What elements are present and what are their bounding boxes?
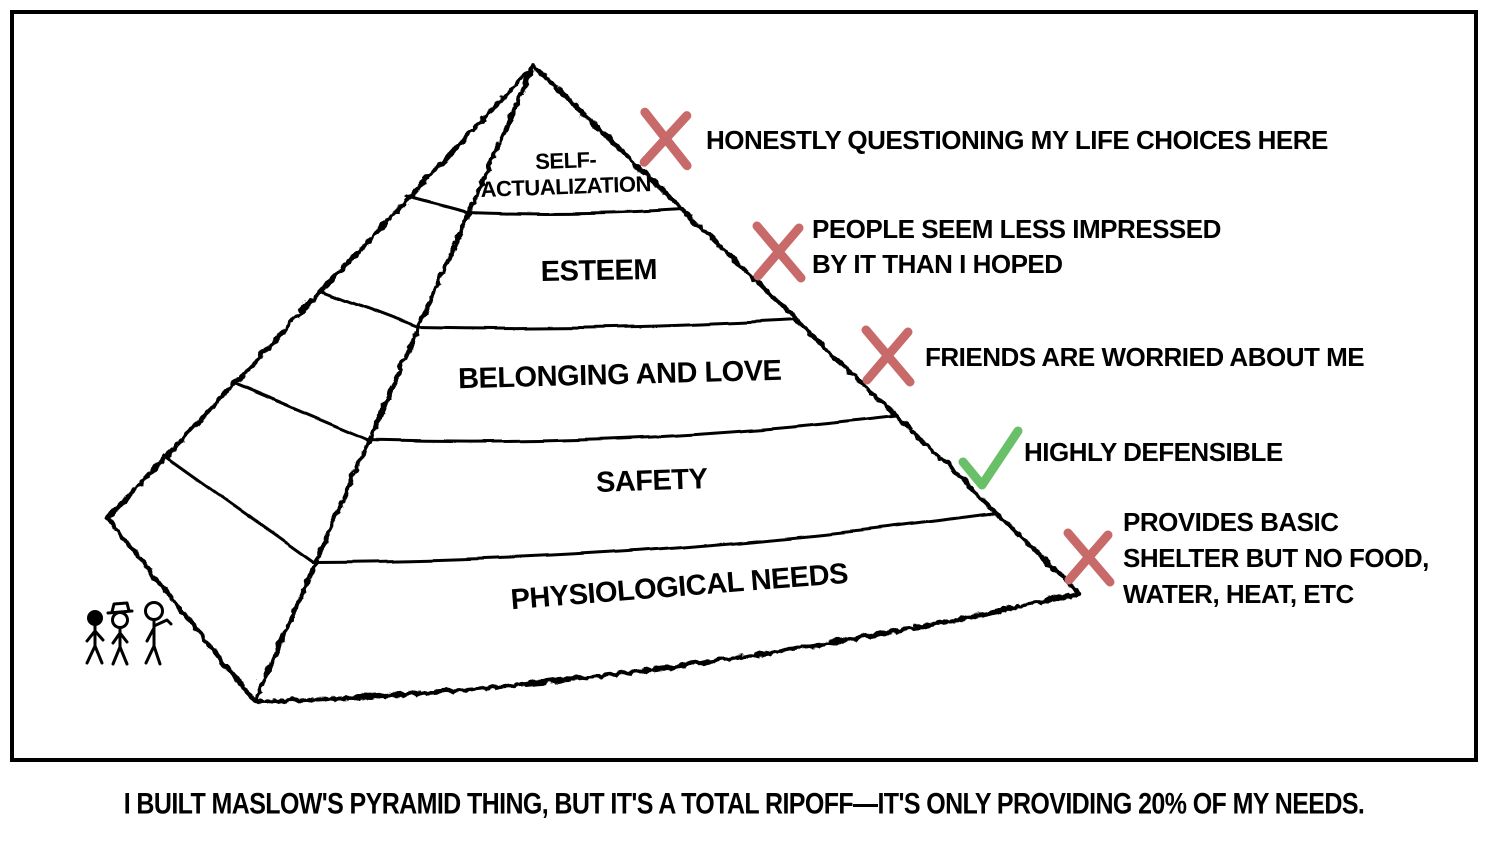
head (87, 610, 103, 626)
front-tier-line-4 (312, 511, 998, 564)
side-tier-line-2 (317, 288, 419, 329)
stick-figures (85, 601, 173, 666)
x-mark-icon (752, 221, 806, 283)
pyramid-level-label-self-line1: SELF- (535, 147, 597, 174)
annotation-less-impressed: PEOPLE SEEM LESS IMPRESSED BY IT THAN I … (752, 214, 1221, 283)
body (111, 626, 129, 666)
pyramid-level-label-belonging: BELONGING AND LOVE (458, 355, 782, 395)
annotation-text: HONESTLY QUESTIONING MY LIFE CHOICES HER… (706, 125, 1328, 155)
pyramid-level-label-physiological: PHYSIOLOGICAL NEEDS (510, 558, 850, 616)
body (85, 624, 105, 665)
annotation-text: PROVIDES BASIC (1123, 507, 1339, 537)
pyramid-level-label-safety: SAFETY (595, 463, 708, 499)
pyramid-tier-lines (162, 195, 998, 564)
caption: I BUILT MASLOW'S PYRAMID THING, BUT IT'S… (123, 786, 1365, 820)
annotation-friends-worried: FRIENDS ARE WORRIED ABOUT ME (861, 325, 1365, 387)
comic-panel: SELF- ACTUALIZATION ESTEEM BELONGING AND… (10, 10, 1478, 762)
panel-border (10, 10, 1478, 762)
hat-icon (106, 601, 134, 615)
annotations: HONESTLY QUESTIONING MY LIFE CHOICES HER… (639, 107, 1429, 609)
pyramid-level-label-self-line2: ACTUALIZATION (480, 171, 651, 202)
annotation-text: HIGHLY DEFENSIBLE (1024, 437, 1283, 467)
x-mark-icon (861, 325, 915, 387)
body (144, 618, 173, 666)
pyramid-outline (103, 61, 1081, 703)
annotation-text: SHELTER BUT NO FOOD, (1123, 543, 1429, 573)
x-mark-icon (1063, 528, 1115, 587)
pyramid-level-label-esteem: ESTEEM (540, 254, 657, 288)
stick-figure-hair (85, 610, 105, 665)
stick-figure-gesturing (144, 601, 173, 666)
side-tier-line-4 (162, 453, 316, 564)
front-tier-line-2 (415, 318, 799, 330)
pyramid-front-ridge (250, 61, 535, 703)
front-tier-line-3 (365, 414, 898, 444)
side-tier-line-3 (230, 381, 369, 442)
pyramid: SELF- ACTUALIZATION ESTEEM BELONGING AND… (103, 61, 1081, 703)
head (144, 601, 164, 621)
annotation-text: WATER, HEAT, ETC (1123, 579, 1355, 609)
annotation-text: PEOPLE SEEM LESS IMPRESSED (812, 214, 1221, 244)
head (111, 611, 129, 629)
caption-area: I BUILT MASLOW'S PYRAMID THING, BUT IT'S… (0, 764, 1488, 844)
annotation-life-choices: HONESTLY QUESTIONING MY LIFE CHOICES HER… (639, 107, 1329, 171)
pyramid-front-base-edge (250, 589, 1081, 703)
side-tier-line-1 (405, 195, 469, 215)
front-tier-line-1 (465, 208, 685, 216)
annotation-text: FRIENDS ARE WORRIED ABOUT ME (925, 342, 1364, 372)
pyramid-right-edge (529, 61, 1081, 595)
check-mark-icon (958, 426, 1023, 490)
annotation-highly-defensible: HIGHLY DEFENSIBLE (958, 426, 1283, 490)
x-mark-icon (639, 107, 692, 171)
stick-figure-hat (106, 601, 134, 666)
pyramid-side-base-edge (103, 514, 256, 703)
annotation-text: BY IT THAN I HOPED (812, 249, 1063, 279)
annotation-basic-shelter: PROVIDES BASIC SHELTER BUT NO FOOD, WATE… (1063, 507, 1429, 609)
